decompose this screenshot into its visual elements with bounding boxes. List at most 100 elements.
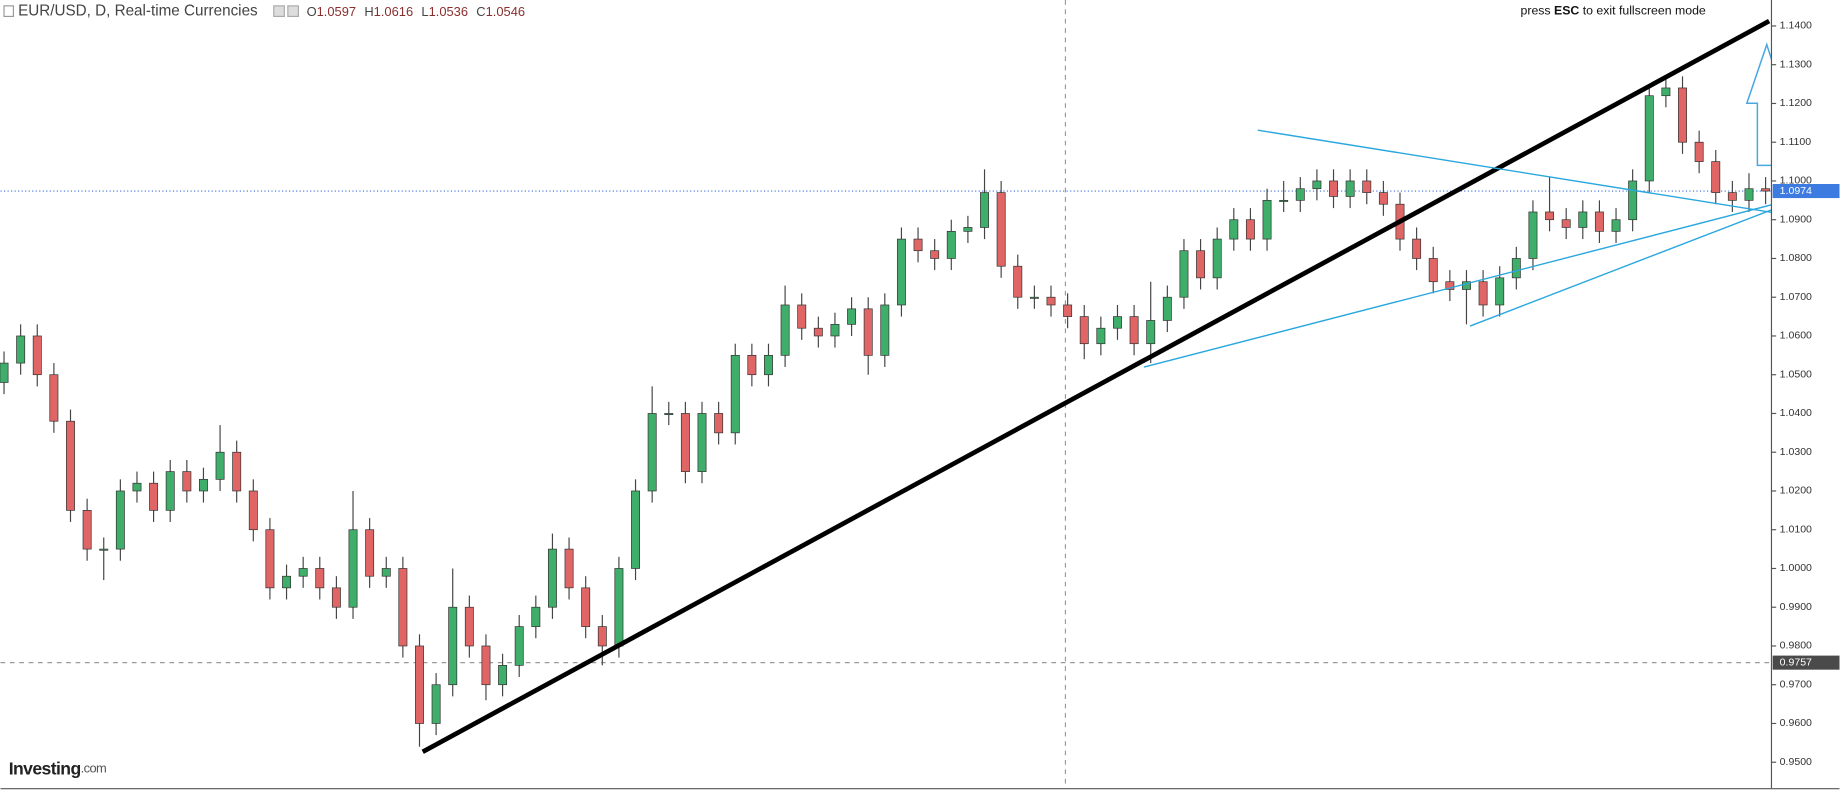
logo: Investing.com: [9, 758, 106, 778]
y-tick-label: 1.1400: [1780, 20, 1812, 32]
candle-body: [1428, 258, 1438, 283]
candle-body: [1561, 219, 1571, 228]
ohlc-label: L: [421, 4, 428, 19]
candle-body: [481, 645, 491, 686]
notice-text: to exit fullscreen mode: [1579, 4, 1706, 18]
y-tick-label: 1.1000: [1780, 175, 1812, 187]
y-tick-label: 1.0400: [1780, 407, 1812, 419]
candle-body: [1162, 296, 1172, 321]
candle-body: [1594, 211, 1604, 232]
candle-body: [913, 238, 923, 252]
y-tick-label: 1.0200: [1780, 485, 1812, 497]
crosshair-price-box: [1772, 655, 1840, 670]
notice-text: press: [1521, 4, 1555, 18]
candle-body: [16, 335, 26, 364]
candle-body: [1362, 180, 1372, 193]
candle-body: [315, 568, 325, 589]
candle-body: [49, 374, 59, 422]
ohlc-value: 1.0546: [486, 4, 525, 19]
y-tick-label: 1.1100: [1780, 136, 1812, 148]
candle-body: [1711, 161, 1721, 193]
candle-body: [464, 606, 474, 647]
candle-body: [1644, 95, 1654, 182]
candle-body: [99, 548, 109, 551]
candle-body: [547, 548, 557, 608]
candle-body: [398, 568, 408, 647]
candle-body: [1046, 296, 1056, 306]
candle-body: [448, 606, 458, 686]
candle-body: [614, 568, 624, 647]
y-tick-label: 0.9800: [1780, 640, 1812, 652]
candle-body: [431, 684, 441, 724]
candle-body: [1462, 281, 1471, 290]
candle-body: [597, 626, 607, 647]
candle-body: [764, 354, 773, 376]
candle-body: [1212, 238, 1222, 279]
candle-body: [32, 335, 42, 376]
candle-body: [930, 250, 940, 259]
candle-body: [980, 192, 989, 228]
candle-body: [365, 529, 375, 577]
candle-body: [1279, 199, 1289, 202]
candle-body: [1678, 87, 1687, 143]
candle-body: [381, 568, 391, 577]
candle-body: [813, 327, 823, 337]
candle-body: [1545, 211, 1555, 221]
y-tick-label: 1.0800: [1780, 252, 1812, 264]
candle-body: [198, 478, 208, 492]
y-tick-label: 1.0000: [1780, 562, 1812, 574]
candle-body: [498, 664, 508, 686]
y-tick-label: 0.9700: [1780, 679, 1812, 691]
y-tick-label: 0.9500: [1780, 756, 1812, 768]
y-tick-label: 1.0900: [1780, 213, 1812, 225]
candle-body: [1029, 296, 1039, 299]
candle-body: [1179, 250, 1189, 298]
candle-body: [564, 548, 574, 589]
candle-body: [730, 354, 740, 434]
candle-body: [82, 509, 92, 550]
crosshair-price-label: 0.9757: [1780, 656, 1812, 668]
candle-body: [415, 645, 424, 724]
close-icon[interactable]: [287, 5, 299, 18]
candle-body: [1113, 316, 1122, 329]
candle-body: [1412, 238, 1422, 259]
candle-body: [0, 362, 9, 383]
candle-body: [531, 606, 541, 627]
settings-icon[interactable]: [273, 5, 285, 18]
ohlc-label: H: [364, 4, 373, 19]
trendline-blue: [1143, 198, 1793, 368]
candle-body: [298, 568, 308, 577]
candle-body: [215, 451, 225, 480]
candle-body: [1345, 180, 1355, 197]
current-price-label: 1.0974: [1780, 185, 1812, 197]
current-price-box: [1772, 184, 1840, 199]
y-tick-label: 1.0300: [1780, 446, 1812, 458]
candle-body: [780, 304, 790, 356]
candle-body: [165, 471, 175, 511]
y-tick-label: 1.0600: [1780, 330, 1812, 342]
candle-body: [149, 482, 159, 511]
ohlc-value: 1.0597: [317, 4, 356, 19]
logo-name: Investing: [9, 758, 81, 778]
candle-body: [1478, 281, 1488, 306]
collapse-icon[interactable]: [3, 5, 14, 18]
trendline-blue: [1257, 129, 1786, 216]
candle-body: [664, 413, 674, 415]
candle-body: [830, 323, 840, 337]
candle-body: [232, 451, 242, 492]
price-axis-panel: [1771, 0, 1840, 794]
candle-body: [1661, 87, 1671, 97]
candle-body: [1312, 180, 1322, 190]
ohlc-readout: O1.0597 H1.0616 L1.0536 C1.0546: [307, 4, 525, 19]
candle-body: [880, 304, 890, 356]
y-tick-label: 1.1300: [1780, 58, 1812, 70]
trendline-black: [421, 19, 1771, 754]
ohlc-value: 1.0536: [429, 4, 468, 19]
candle-body: [348, 529, 358, 608]
candle-body: [1528, 211, 1538, 259]
fullscreen-notice: press ESC to exit fullscreen mode: [1521, 4, 1706, 18]
candle-body: [248, 490, 258, 531]
candle-body: [1229, 219, 1239, 240]
